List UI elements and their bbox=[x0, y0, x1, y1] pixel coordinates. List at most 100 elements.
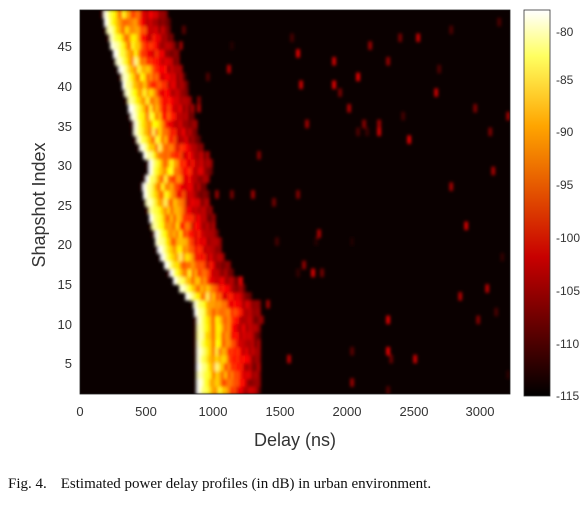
heatmap-cell bbox=[182, 284, 186, 293]
heatmap-cell bbox=[173, 143, 177, 152]
heatmap-cell bbox=[161, 151, 165, 160]
heatmap-cell bbox=[176, 229, 180, 238]
heatmap-cell bbox=[239, 346, 243, 356]
heatmap-cell bbox=[185, 119, 189, 129]
heatmap-cell bbox=[212, 339, 216, 348]
heatmap-cell bbox=[149, 80, 153, 89]
heatmap-cell bbox=[218, 346, 222, 356]
heatmap-cell bbox=[155, 57, 159, 66]
heatmap-cell bbox=[176, 182, 180, 191]
heatmap-cell bbox=[458, 292, 462, 301]
heatmap-cell bbox=[143, 174, 147, 184]
heatmap-cell bbox=[155, 221, 159, 231]
heatmap-cell bbox=[152, 158, 156, 168]
heatmap-cell bbox=[200, 151, 204, 160]
heatmap-cell bbox=[197, 284, 201, 293]
heatmap-cell bbox=[197, 151, 201, 160]
heatmap-cell bbox=[185, 166, 189, 176]
x-axis-label: Delay (ns) bbox=[254, 430, 336, 450]
heatmap-cell bbox=[125, 33, 129, 42]
heatmap-cell bbox=[185, 284, 189, 293]
heatmap-cell bbox=[338, 88, 342, 97]
heatmap-cell bbox=[173, 182, 177, 191]
heatmap-cell bbox=[188, 166, 192, 176]
heatmap-cell bbox=[149, 190, 153, 199]
heatmap-cell bbox=[140, 80, 144, 89]
heatmap-cell bbox=[221, 331, 225, 340]
heatmap-cell bbox=[164, 213, 168, 223]
heatmap-cell bbox=[191, 276, 195, 285]
heatmap-cell bbox=[152, 166, 156, 176]
heatmap-cell bbox=[200, 276, 204, 285]
heatmap-cell bbox=[158, 17, 162, 27]
heatmap-cell bbox=[389, 354, 393, 364]
heatmap-cell bbox=[206, 213, 210, 223]
heatmap-cell bbox=[206, 245, 210, 254]
heatmap-cell bbox=[362, 119, 366, 129]
heatmap-cell bbox=[116, 25, 120, 35]
heatmap-cell bbox=[155, 88, 159, 97]
heatmap-cell bbox=[236, 386, 240, 394]
heatmap-cell bbox=[152, 80, 156, 89]
heatmap-cell bbox=[185, 151, 189, 160]
heatmap-cell bbox=[233, 339, 237, 348]
heatmap-cell bbox=[167, 237, 171, 246]
heatmap-cell bbox=[158, 151, 162, 160]
heatmap-cell bbox=[158, 252, 162, 262]
heatmap-cell bbox=[164, 41, 168, 50]
heatmap-cell bbox=[173, 260, 177, 270]
heatmap-cell bbox=[158, 41, 162, 50]
heatmap-cell bbox=[173, 237, 177, 246]
heatmap-cell bbox=[212, 292, 216, 301]
heatmap-cell bbox=[173, 166, 177, 176]
heatmap-cell bbox=[191, 182, 195, 191]
heatmap-cell bbox=[140, 57, 144, 66]
heatmap-cell bbox=[110, 17, 114, 27]
heatmap-cell bbox=[137, 111, 141, 121]
heatmap-cell bbox=[173, 205, 177, 215]
heatmap-cell bbox=[197, 370, 201, 379]
y-tick-label: 20 bbox=[58, 237, 72, 252]
heatmap-cell bbox=[197, 339, 201, 348]
heatmap-cell bbox=[140, 88, 144, 97]
heatmap-cell bbox=[251, 362, 255, 372]
heatmap-cell bbox=[188, 213, 192, 223]
heatmap-cell bbox=[182, 96, 186, 105]
heatmap-cell bbox=[173, 72, 177, 82]
heatmap-cell bbox=[146, 33, 150, 42]
heatmap-cell bbox=[140, 49, 144, 58]
heatmap-cell bbox=[197, 237, 201, 246]
heatmap-cell bbox=[140, 17, 144, 27]
heatmap-cell bbox=[206, 386, 210, 394]
heatmap-cell bbox=[176, 158, 180, 168]
heatmap-cell bbox=[266, 299, 270, 309]
heatmap-cell bbox=[167, 252, 171, 262]
heatmap-cell bbox=[221, 299, 225, 309]
heatmap-cell bbox=[254, 307, 258, 317]
heatmap-cell bbox=[149, 10, 153, 19]
y-tick-label: 35 bbox=[58, 119, 72, 134]
heatmap-cell bbox=[164, 10, 168, 19]
heatmap-cell bbox=[203, 252, 207, 262]
heatmap-cell bbox=[200, 370, 204, 379]
heatmap-cell bbox=[152, 41, 156, 50]
heatmap-cell bbox=[176, 205, 180, 215]
heatmap-cell bbox=[200, 386, 204, 394]
heatmap-cell bbox=[122, 72, 126, 82]
heatmap-cell bbox=[170, 190, 174, 199]
heatmap-cell bbox=[203, 166, 207, 176]
heatmap-cell bbox=[215, 339, 219, 348]
heatmap-cell bbox=[146, 64, 150, 74]
heatmap-cell bbox=[215, 315, 219, 325]
caption-text: Estimated power delay profiles (in dB) i… bbox=[60, 476, 432, 492]
heatmap-cell bbox=[170, 104, 174, 113]
heatmap-cell bbox=[182, 88, 186, 97]
heatmap-cell bbox=[401, 111, 405, 121]
heatmap-cell bbox=[146, 143, 150, 152]
heatmap-cell bbox=[413, 354, 417, 364]
heatmap-cell bbox=[167, 49, 171, 58]
heatmap-layer bbox=[101, 10, 510, 394]
heatmap-cell bbox=[179, 158, 183, 168]
heatmap-cell bbox=[155, 229, 159, 238]
heatmap-cell bbox=[200, 205, 204, 215]
